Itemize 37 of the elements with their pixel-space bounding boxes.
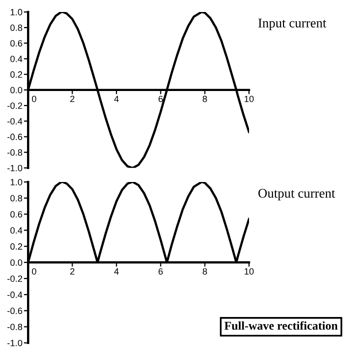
x-tick-label: 6 [158, 268, 163, 275]
y-tick-label: -0.2 [7, 275, 22, 282]
y-tick-label: 1.0 [10, 8, 22, 16]
y-tick-label: -1.0 [7, 164, 22, 172]
x-tick-label: 2 [70, 268, 74, 275]
y-tick-label: 0.6 [10, 40, 22, 47]
y-tick-label: -0.6 [7, 308, 22, 314]
y-tick-label: 1.0 [10, 178, 22, 186]
y-tick-label: -0.8 [7, 324, 22, 330]
x-tick-label: 0 [32, 96, 36, 102]
x-tick-label: 10 [244, 268, 254, 275]
x-tick-label: 4 [114, 96, 119, 102]
annotation: Full-wave rectification [224, 321, 338, 330]
y-tick-label: -0.4 [7, 118, 22, 124]
y-tick-label: 0.4 [10, 227, 22, 234]
x-tick-label: 8 [202, 268, 207, 275]
text: Input current [258, 18, 326, 30]
y-tick-label: 0.8 [10, 195, 22, 202]
x-tick-label: 4 [114, 268, 119, 275]
x-tick-label: 10 [244, 96, 254, 102]
x-tick-label: 0 [32, 268, 36, 275]
y-tick-label: 0.6 [10, 211, 22, 218]
y-tick-label: 0.8 [10, 24, 22, 31]
y-tick-label: -0.8 [7, 149, 22, 156]
y-tick-label: 0.2 [10, 243, 22, 250]
y-tick-label: -0.2 [7, 102, 22, 109]
x-tick-label: 6 [158, 96, 163, 102]
y-tick-label: -0.6 [7, 134, 22, 140]
x-tick-label: 8 [202, 96, 207, 102]
y-tick-label: 0.2 [10, 71, 22, 78]
x-tick-label: 2 [70, 96, 74, 102]
y-tick-label: -0.4 [7, 292, 22, 298]
y-tick-label: 0.0 [10, 259, 22, 266]
y-tick-label: 0.0 [10, 86, 22, 94]
y-tick-label: 0.4 [10, 56, 22, 62]
y-tick-label: -1.0 [7, 340, 22, 346]
text: Output current [258, 188, 336, 200]
